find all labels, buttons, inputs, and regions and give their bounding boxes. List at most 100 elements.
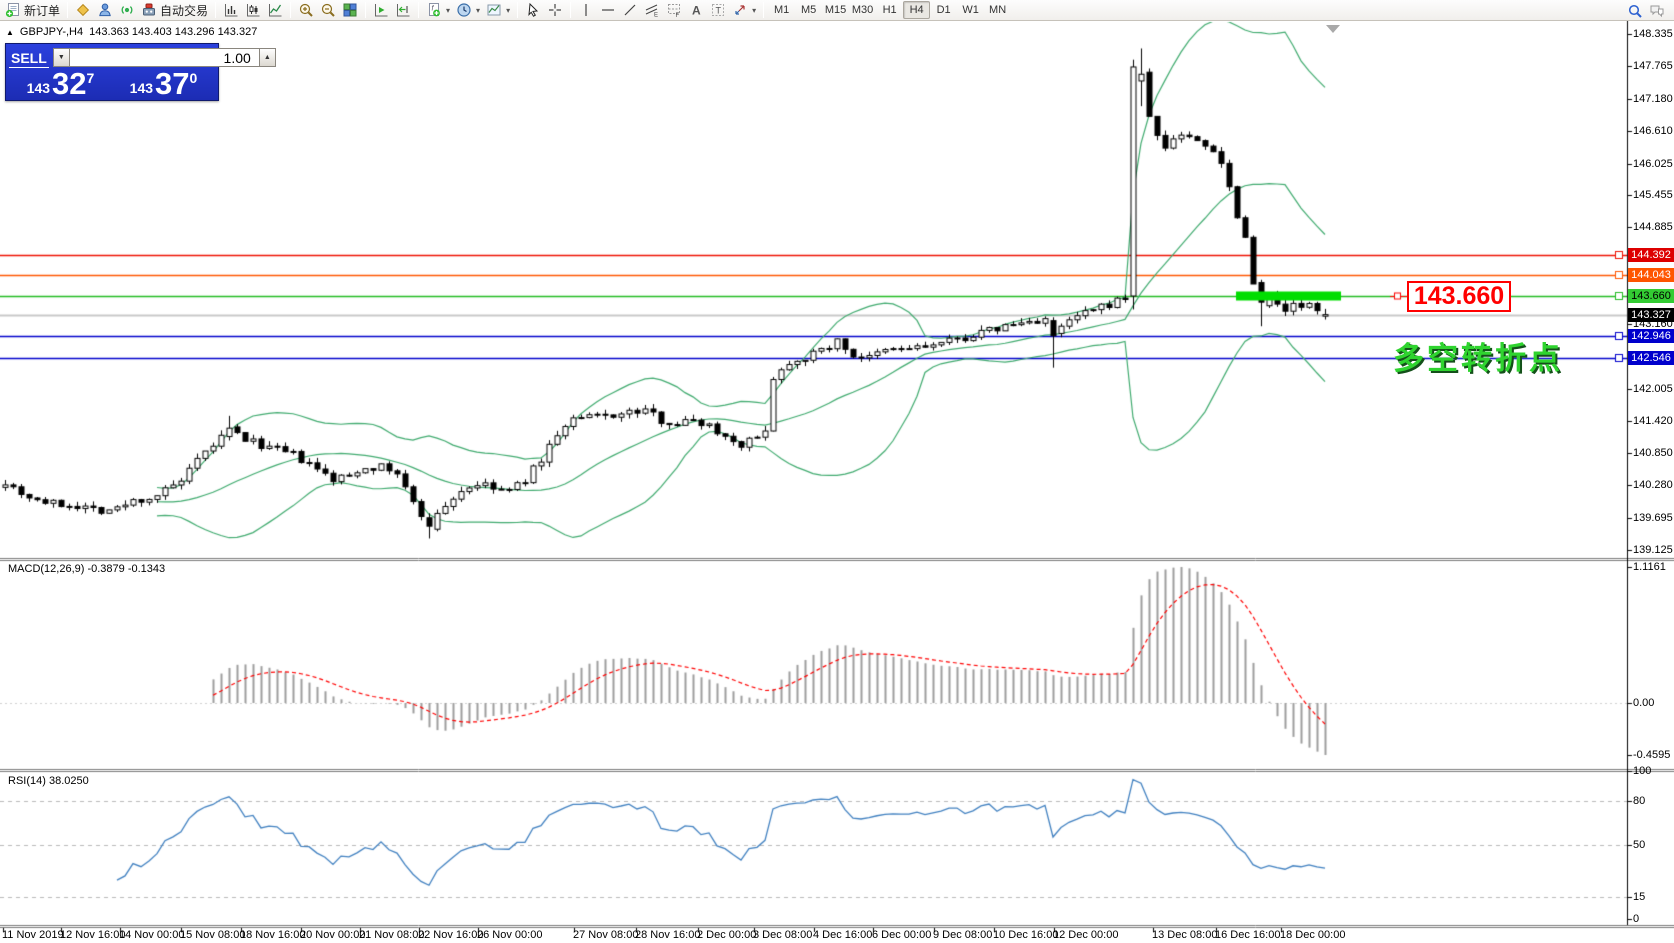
price-tick-label: 147.180 xyxy=(1633,92,1673,105)
volume-input[interactable] xyxy=(69,48,259,67)
indicators-button[interactable]: f ▾ xyxy=(423,1,453,20)
rsi-tick-label: 15 xyxy=(1633,890,1646,903)
fibonacci-button[interactable]: F xyxy=(663,1,685,20)
time-tick-label: 13 Dec 08:00 xyxy=(1152,929,1218,941)
timeframe-w1[interactable]: W1 xyxy=(957,1,984,19)
timeframe-d1[interactable]: D1 xyxy=(930,1,957,19)
autotrading-button[interactable]: 自动交易 xyxy=(138,1,211,20)
autotrading-icon xyxy=(143,3,156,16)
buy-price[interactable]: 143 37 0 xyxy=(129,66,198,101)
chart-shift-button[interactable] xyxy=(392,1,414,20)
timeframe-m15[interactable]: M15 xyxy=(822,1,849,19)
time-tick-label: 3 Dec 08:00 xyxy=(753,929,813,941)
chart-shift-marker-icon[interactable] xyxy=(1326,25,1340,33)
rsi-tick-label: 100 xyxy=(1633,765,1652,777)
arrows-button[interactable]: ▾ xyxy=(729,1,759,20)
vertical-line-button[interactable] xyxy=(575,1,597,20)
cursor-arrow-icon xyxy=(528,2,539,17)
volume-increase-button[interactable]: ▲ xyxy=(258,48,276,67)
macd-tick-label: 0.00 xyxy=(1633,697,1655,709)
rsi-label: RSI(14) 38.0250 xyxy=(8,775,89,787)
horizontal-line-button[interactable] xyxy=(597,1,619,20)
volume-decrease-button[interactable]: ▼ xyxy=(52,48,70,67)
sell-button[interactable]: SELL xyxy=(9,49,49,68)
price-line-label: 144.043 xyxy=(1628,267,1674,282)
signals-button[interactable] xyxy=(116,1,138,20)
time-tick-label: 28 Nov 16:00 xyxy=(635,929,701,941)
periods-button[interactable]: ▾ xyxy=(453,1,483,20)
metaeditor-button[interactable] xyxy=(72,1,94,20)
sell-price[interactable]: 143 32 7 xyxy=(26,66,95,101)
timeframe-mn[interactable]: MN xyxy=(984,1,1011,19)
timeframe-m5[interactable]: M5 xyxy=(795,1,822,19)
price-line-label: 143.660 xyxy=(1628,289,1674,303)
volume-control: ▼ ▲ xyxy=(52,48,276,67)
time-tick-label: 15 Nov 08:00 xyxy=(180,929,246,941)
price-callout-box[interactable]: 143.660 xyxy=(1407,281,1511,312)
rsi-tick-label: 80 xyxy=(1633,794,1646,807)
zoom-out-button[interactable] xyxy=(317,1,339,20)
turning-point-note[interactable]: 多空转折点 xyxy=(1393,341,1563,376)
svg-text:E: E xyxy=(654,13,658,19)
line-chart-icon xyxy=(269,4,282,17)
price-tick-label: 145.455 xyxy=(1633,189,1673,202)
symbol-title: GBPJPY-,H4 xyxy=(19,26,84,38)
indicators-dropdown-arrow: ▾ xyxy=(446,5,451,15)
market-button[interactable] xyxy=(94,1,116,20)
time-tick-label: 21 Nov 08:00 xyxy=(359,929,425,941)
chat-icon xyxy=(1650,5,1664,17)
text-label-button[interactable]: T xyxy=(707,1,729,20)
price-line-label: 142.546 xyxy=(1628,351,1674,366)
search-icon xyxy=(1628,4,1642,18)
search-button[interactable] xyxy=(1624,1,1646,20)
chart-region: ▲ GBPJPY-,H4 143.363 143.403 143.296 143… xyxy=(0,21,1674,943)
timeframe-h1[interactable]: H1 xyxy=(876,1,903,19)
timeframe-m1[interactable]: M1 xyxy=(768,1,795,19)
price-tick-label: 140.280 xyxy=(1633,479,1673,492)
text-icon: A xyxy=(692,4,701,18)
bar-chart-icon xyxy=(225,4,238,17)
candlestick-chart-button[interactable] xyxy=(242,1,264,20)
price-tick-label: 139.695 xyxy=(1633,512,1673,525)
toolbar-separator xyxy=(215,2,217,18)
timeframe-h4[interactable]: H4 xyxy=(903,1,931,19)
candlestick-chart-icon xyxy=(247,4,260,17)
timeframe-m30[interactable]: M30 xyxy=(849,1,876,19)
zoom-in-button[interactable] xyxy=(295,1,317,20)
new-order-button[interactable]: 新订单 xyxy=(2,1,63,20)
time-tick-label: 20 Nov 00:00 xyxy=(300,929,366,941)
line-chart-button[interactable] xyxy=(264,1,286,20)
cursor-button[interactable] xyxy=(522,1,544,20)
bar-chart-button[interactable] xyxy=(220,1,242,20)
tile-windows-icon xyxy=(343,3,357,17)
trendline-button[interactable] xyxy=(619,1,641,20)
time-tick-label: 18 Dec 00:00 xyxy=(1280,929,1346,941)
time-tick-label: 2 Dec 00:00 xyxy=(697,929,757,941)
text-button[interactable]: A xyxy=(685,1,707,20)
price-line-label: 144.392 xyxy=(1628,248,1674,262)
one-click-collapse-arrow[interactable]: ▲ xyxy=(6,27,14,37)
chat-button[interactable] xyxy=(1646,1,1668,20)
time-tick-label: 27 Nov 08:00 xyxy=(573,929,639,941)
crosshair-button[interactable] xyxy=(544,1,566,20)
svg-text:A: A xyxy=(692,4,701,18)
zoom-in-icon xyxy=(299,3,313,17)
time-tick-label: 11 Nov 2019 xyxy=(2,929,64,941)
svg-text:T: T xyxy=(716,6,722,16)
time-tick-label: 22 Nov 16:00 xyxy=(418,929,484,941)
buy-button[interactable]: BUY xyxy=(279,49,314,68)
rsi-tick-label: 0 xyxy=(1633,913,1640,925)
time-tick-label: 10 Dec 16:00 xyxy=(993,929,1059,941)
toolbar-separator xyxy=(290,2,292,18)
templates-button[interactable]: ▾ xyxy=(483,1,513,20)
autoscroll-button[interactable] xyxy=(370,1,392,20)
one-click-trading-panel: SELL ▼ ▲ BUY 143 32 7 143 37 0 xyxy=(5,43,314,101)
chart-canvas[interactable] xyxy=(0,21,1674,943)
toolbar-separator xyxy=(517,2,519,18)
equidistant-channel-button[interactable]: E xyxy=(641,1,663,20)
tile-windows-button[interactable] xyxy=(339,1,361,20)
macd-tick-label: 1.1161 xyxy=(1633,561,1666,573)
time-tick-label: 9 Dec 08:00 xyxy=(933,929,993,941)
toolbar-separator xyxy=(67,2,69,18)
